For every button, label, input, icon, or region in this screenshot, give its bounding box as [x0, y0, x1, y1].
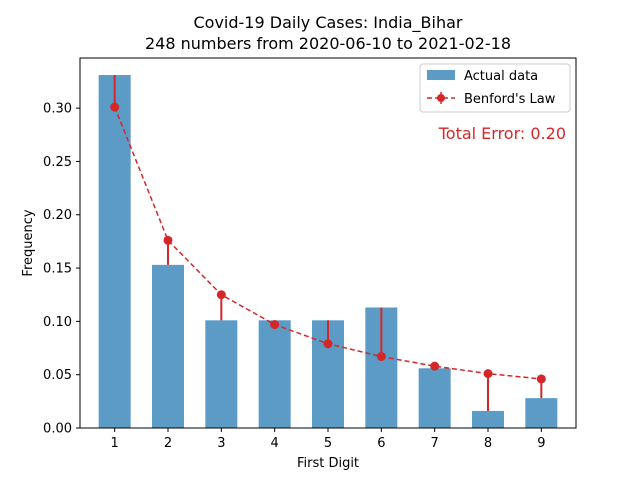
bar-digit-3	[205, 320, 238, 428]
y-tick-label-2: 0.10	[43, 315, 72, 330]
legend-swatch-benford-marker	[437, 94, 445, 102]
benford-line-series	[110, 102, 546, 384]
benford-point-digit-6	[376, 352, 386, 362]
y-axis-label: Frequency	[21, 209, 36, 276]
y-tick-label-4: 0.20	[43, 208, 72, 223]
legend: Actual data Benford's Law	[419, 63, 571, 113]
y-tick-label-5: 0.25	[43, 155, 72, 170]
benford-point-digit-1	[110, 102, 120, 112]
chart-title-line1: Covid-19 Daily Cases: India_Bihar	[194, 13, 463, 33]
x-tick-label-7: 7	[431, 436, 439, 451]
x-tick-label-2: 2	[164, 436, 172, 451]
benford-point-digit-5	[323, 339, 333, 349]
y-tick-label-1: 0.05	[43, 368, 72, 383]
benford-point-digit-8	[483, 369, 493, 379]
benford-point-digit-2	[163, 235, 173, 245]
bar-digit-9	[525, 398, 558, 428]
x-tick-label-4: 4	[271, 436, 279, 451]
legend-label-actual: Actual data	[464, 69, 538, 84]
y-axis-ticks: 0.00 0.05 0.10 0.15 0.20 0.25 0.30	[43, 102, 80, 437]
y-tick-label-0: 0.00	[43, 422, 72, 437]
bar-digit-8	[472, 410, 504, 428]
total-error-annotation: Total Error: 0.20	[438, 124, 566, 143]
benford-point-digit-4	[270, 320, 280, 330]
legend-box	[419, 63, 571, 113]
x-axis-label: First Digit	[297, 456, 359, 471]
benford-point-digit-7	[430, 361, 440, 371]
chart-title-line2: 248 numbers from 2020-06-10 to 2021-02-1…	[145, 34, 511, 53]
x-tick-label-1: 1	[111, 436, 119, 451]
x-tick-label-6: 6	[377, 436, 385, 451]
benford-point-digit-3	[216, 290, 226, 300]
bar-digit-7	[418, 368, 451, 428]
legend-label-benford: Benford's Law	[464, 92, 556, 107]
bar-digit-2	[152, 264, 184, 428]
legend-swatch-actual	[427, 70, 455, 80]
bar-digit-4	[258, 320, 291, 428]
y-tick-label-6: 0.30	[43, 102, 72, 117]
x-axis-ticks: 1 2 3 4 5 6 7 8 9	[111, 428, 545, 451]
x-tick-label-9: 9	[537, 436, 545, 451]
y-tick-label-3: 0.15	[43, 262, 72, 277]
x-tick-label-3: 3	[217, 436, 225, 451]
bar-digit-1	[98, 75, 131, 428]
x-tick-label-5: 5	[324, 436, 332, 451]
benford-point-digit-9	[536, 374, 546, 384]
x-tick-label-8: 8	[484, 436, 492, 451]
